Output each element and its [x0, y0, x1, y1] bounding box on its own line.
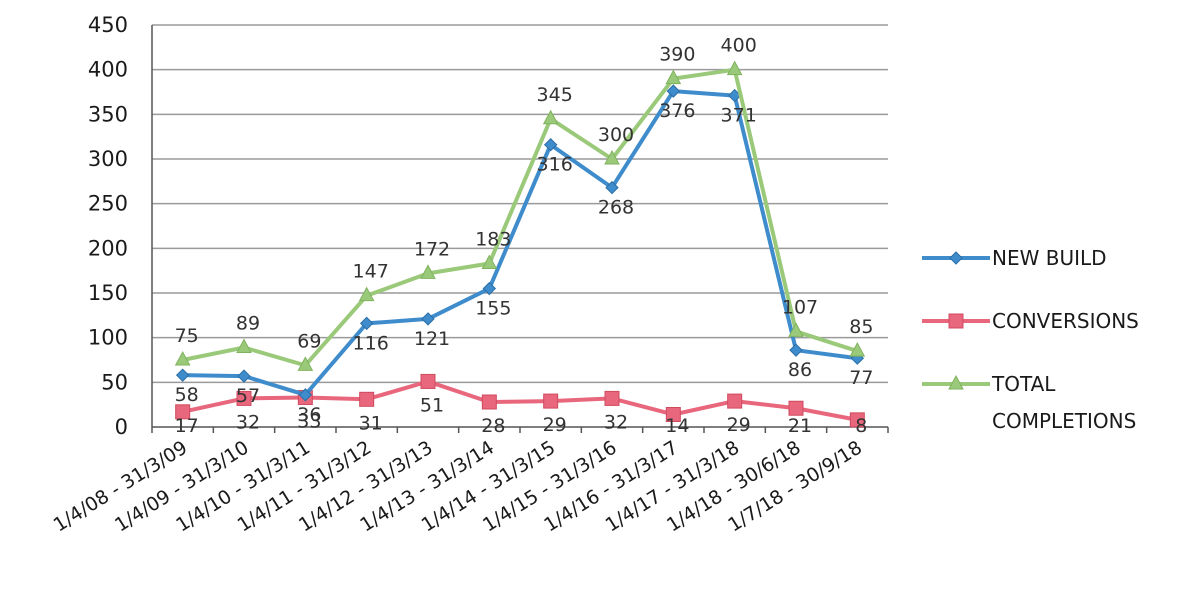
data-point	[175, 368, 190, 382]
data-point	[236, 390, 252, 406]
data-point	[605, 180, 619, 195]
data-label: 376	[659, 100, 695, 122]
series-lines	[174, 60, 866, 428]
data-label: 400	[721, 35, 757, 57]
data-label: 21	[788, 415, 812, 437]
data-point	[482, 281, 497, 296]
data-label: 77	[849, 367, 873, 389]
y-tick-label: 0	[115, 415, 128, 439]
data-point	[481, 394, 497, 410]
data-label: 300	[598, 124, 634, 146]
data-point	[358, 286, 375, 302]
y-tick-label: 200	[88, 236, 128, 260]
data-label: 51	[420, 394, 444, 416]
data-point	[849, 412, 865, 428]
y-tick-label: 350	[88, 102, 128, 126]
y-tick-label: 50	[101, 370, 128, 394]
legend-label: CONVERSIONS	[992, 309, 1139, 333]
data-label: 85	[849, 316, 873, 338]
series-line	[182, 89, 858, 397]
data-point	[175, 404, 191, 420]
data-point	[604, 149, 620, 165]
y-tick-label: 300	[88, 147, 128, 171]
data-point	[236, 338, 252, 353]
data-label: 183	[475, 229, 511, 251]
data-point	[298, 388, 313, 402]
data-point	[297, 356, 314, 371]
data-label: 33	[297, 411, 321, 433]
data-label: 107	[782, 296, 818, 318]
data-label: 155	[475, 298, 511, 320]
legend-label: COMPLETIONS	[992, 409, 1136, 433]
data-point	[727, 393, 743, 409]
legend-label: TOTAL	[991, 372, 1056, 396]
data-point	[359, 316, 374, 331]
data-label: 32	[236, 411, 260, 433]
series-line	[182, 379, 858, 422]
data-point	[665, 69, 682, 85]
data-point	[948, 313, 964, 329]
data-label: 390	[659, 44, 695, 66]
data-label: 316	[537, 154, 573, 176]
y-tick-label: 450	[88, 13, 128, 37]
gridlines	[152, 24, 888, 384]
data-label: 371	[721, 105, 757, 127]
data-point	[420, 373, 436, 389]
y-tick-label: 100	[88, 326, 128, 350]
data-point	[666, 84, 681, 98]
data-label: 116	[353, 332, 389, 354]
data-label: 17	[175, 415, 199, 437]
data-label: 172	[414, 238, 450, 260]
data-label: 28	[481, 415, 505, 437]
y-axis-tick-labels: 0 50 100 150 200 250 300 350 400 450	[88, 13, 128, 439]
data-label: 345	[537, 84, 573, 106]
legend-label: NEW BUILD	[992, 246, 1107, 270]
data-label: 69	[297, 330, 321, 352]
data-label: 89	[236, 312, 260, 334]
data-point	[949, 251, 963, 265]
data-label: 32	[604, 411, 628, 433]
data-point	[481, 254, 498, 270]
data-labels: 58 57 36 116 121 155 316 268 376 371 86 77 17 32 33 31 5…	[175, 35, 874, 437]
data-point	[174, 350, 191, 366]
data-label: 36	[297, 404, 321, 426]
data-label: 86	[788, 359, 812, 381]
data-label: 75	[175, 325, 199, 347]
data-point	[359, 391, 375, 407]
data-point	[948, 374, 964, 390]
legend: NEW BUILD CONVERSIONS TOTAL COMPLETIONS	[922, 246, 1139, 433]
y-tick-label: 150	[88, 281, 128, 305]
data-point	[543, 137, 558, 152]
data-label: 29	[543, 414, 567, 436]
data-label: 14	[665, 415, 689, 437]
axes	[151, 25, 889, 433]
data-point	[420, 264, 436, 279]
data-point	[849, 342, 866, 357]
data-label: 58	[175, 384, 199, 406]
data-point	[789, 343, 803, 357]
data-label: 31	[359, 412, 383, 434]
data-label: 147	[353, 261, 389, 283]
data-point	[543, 393, 559, 409]
data-point	[237, 369, 251, 383]
series-line	[182, 67, 858, 368]
data-label: 57	[236, 385, 260, 407]
data-label: 8	[855, 415, 867, 437]
data-label: 121	[414, 328, 450, 350]
data-point	[542, 109, 559, 125]
data-label: 268	[598, 197, 634, 219]
y-tick-label: 400	[88, 58, 128, 82]
data-point	[421, 312, 435, 326]
x-axis-tick-labels: 1/4/08 - 31/3/091/4/09 - 31/3/101/4/10 -…	[50, 437, 866, 537]
data-point	[604, 390, 620, 406]
data-point	[788, 322, 804, 337]
data-point	[726, 60, 743, 76]
data-point	[665, 406, 681, 422]
data-point	[788, 400, 804, 416]
y-tick-label: 250	[88, 192, 128, 216]
data-label: 29	[727, 414, 751, 436]
